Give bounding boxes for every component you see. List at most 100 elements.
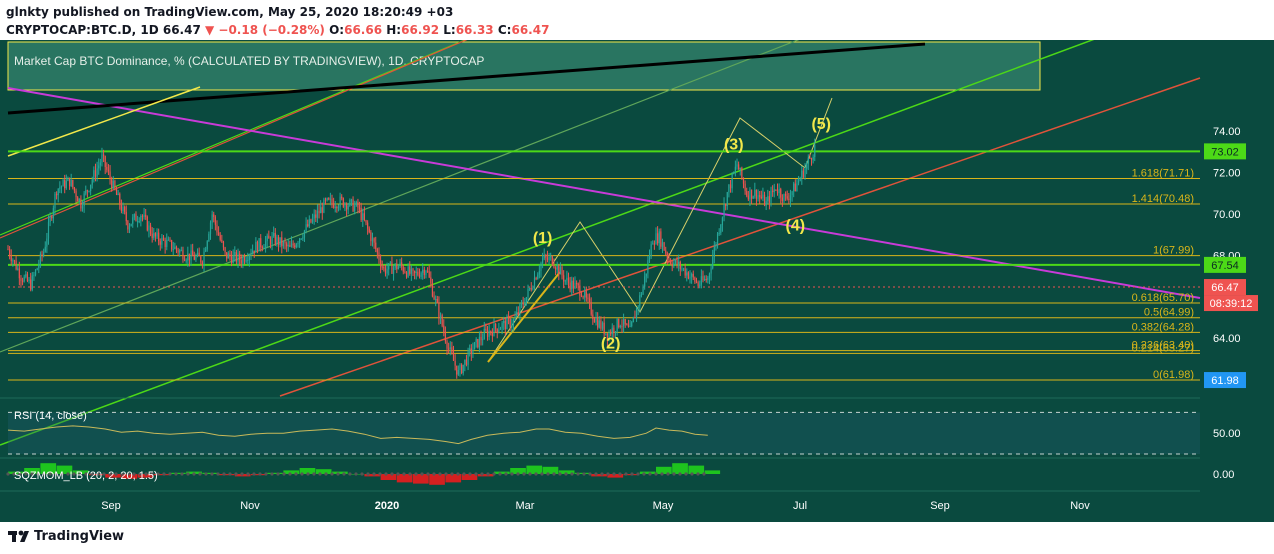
candle-body [477,339,479,348]
candle-body [446,341,448,349]
candle-body [67,177,69,181]
candle-body [117,193,119,195]
candle-body [182,250,184,260]
candle-body [297,242,299,245]
low-label: L: [443,23,456,37]
candle-body [289,244,291,247]
chart-area[interactable]: Market Cap BTC Dominance, % (CALCULATED … [0,40,1274,522]
price-axis-tick: 70.00 [1213,209,1241,221]
candle-body [587,297,589,299]
candle-body [30,279,32,290]
sqzmom-dot [228,472,232,476]
candle-body [567,277,570,283]
candle-body [642,286,644,295]
sqzmom-bar [639,471,656,474]
candle-body [17,268,19,270]
candle-body [741,167,743,179]
candle-body [336,206,338,209]
candle-body [213,214,215,217]
candle-body [159,241,161,245]
sqzmom-dot [606,472,610,476]
candle-body [614,331,617,333]
candle-body [467,350,469,365]
sqzmom-bar [40,463,57,474]
candle-body [618,318,620,328]
candle-body [708,273,711,278]
candle-body [81,206,84,209]
sqzmom-dot [660,472,664,476]
candle-body [452,353,455,361]
candle-body [316,210,319,218]
candle-body [516,312,518,317]
sqzmom-bar [656,466,672,474]
candle-body [337,206,340,209]
candle-body [804,168,806,178]
candle-body [313,214,315,219]
candle-body [564,280,566,282]
sqzmom-dot [432,472,436,476]
candle-body [339,196,341,207]
candle-body [422,269,424,273]
candle-body [682,268,685,270]
candle-body [376,249,378,253]
sqzmom-bar [429,474,445,485]
candle-body [692,273,694,278]
sqzmom-dot [540,472,544,476]
chart-svg[interactable]: Market Cap BTC Dominance, % (CALCULATED … [0,40,1274,522]
sqzmom-dot [18,472,22,476]
sqzmom-dot [534,472,538,476]
tradingview-brand[interactable]: TradingView [34,529,125,544]
sqzmom-dot [462,472,466,476]
candle-body [414,270,416,273]
candle-body [62,180,64,187]
sqzmom-bar [202,472,219,474]
candle-body [647,260,649,274]
high-value: 66.92 [401,23,440,37]
candle-body [216,224,218,233]
candle-body [162,237,165,241]
sqzmom-pane: 0.00 [6,463,1234,485]
sqzmom-bar [121,474,138,479]
candle-body [350,199,353,201]
candle-body [601,322,604,329]
candle-body [188,253,191,261]
candle-body [488,330,490,337]
candle-body [218,232,220,236]
candle-body [674,259,677,263]
candle-body [768,196,770,203]
time-axis-tick: Jul [793,500,807,512]
candle-body [226,252,228,259]
sqzmom-dot [132,472,136,476]
candle-body [462,364,464,374]
candle-body [796,183,798,192]
sqzmom-dot [216,472,220,476]
sqzmom-bar [283,470,300,474]
sqzmom-dot [360,472,364,476]
candle-body [480,336,482,341]
candle-body [658,231,660,244]
candle-body [448,348,450,350]
sqzmom-dot [348,472,352,476]
candle-body [788,198,790,200]
candle-body [401,262,403,267]
candle-body [676,259,678,266]
candle-body [428,271,430,278]
price-badges: 73.02 67.54 66.47 08:39:12 61.98 [1204,143,1258,389]
candle-body [812,156,814,160]
tradingview-logo-icon[interactable] [8,527,30,547]
candle-body [750,189,753,199]
candle-body [533,277,536,288]
candle-body [580,295,583,297]
sqzmom-bar [332,471,348,474]
candle-body [357,201,359,208]
sqzmom-dot [696,472,700,476]
candle-body [511,325,513,328]
sqzmom-dot [558,472,562,476]
candle-body [345,204,348,210]
candle-body [775,189,777,191]
candle-body [193,256,195,260]
symbol-label[interactable]: CRYPTOCAP:BTC.D, 1D [6,23,159,37]
candle-body [731,173,733,189]
time-axis[interactable]: Sep Nov 2020 Mar May Jul Sep Nov [101,500,1090,512]
